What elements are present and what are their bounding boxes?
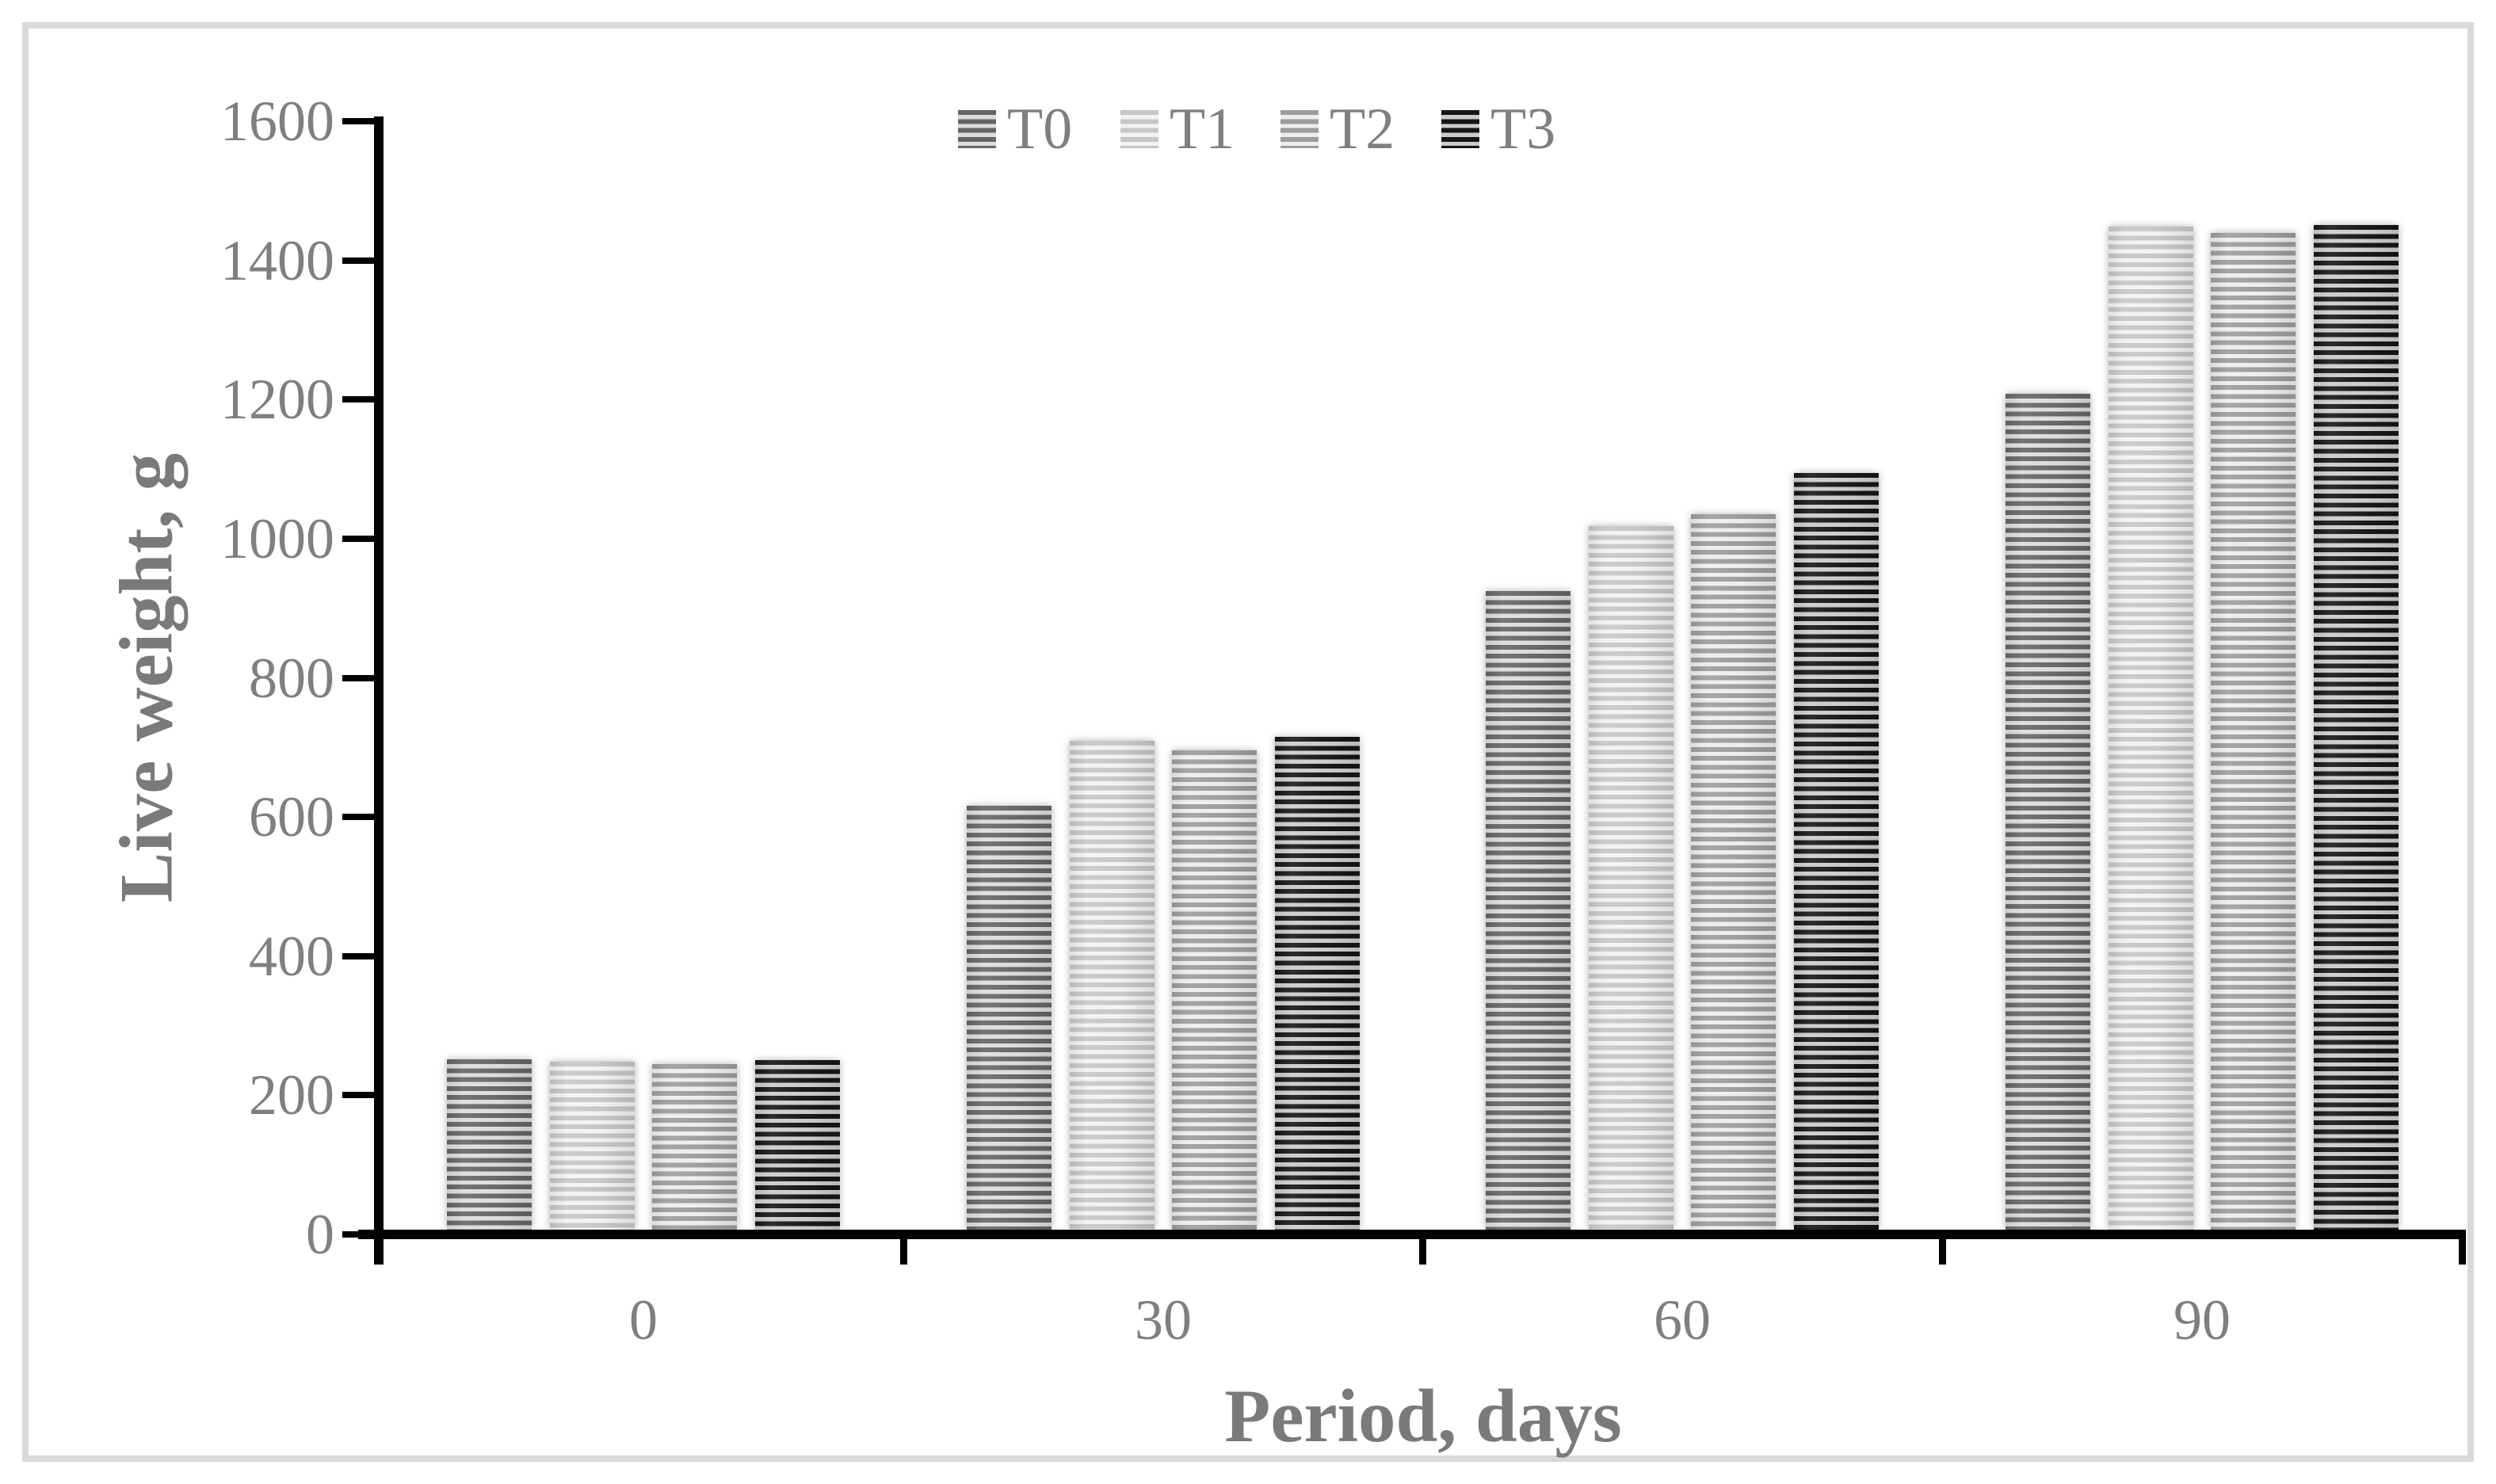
legend-chip-T2	[1280, 110, 1319, 148]
y-tick-label: 800	[249, 646, 334, 710]
bar-T3-day30	[1275, 737, 1361, 1230]
legend-chip-T0	[958, 110, 996, 148]
y-tick-mark	[342, 674, 374, 681]
bar-T0-day30	[967, 806, 1051, 1230]
x-tick-mark	[1419, 1239, 1426, 1265]
y-tick-label: 400	[249, 924, 334, 988]
bar-T0-day0	[447, 1059, 532, 1230]
legend-label-T0: T0	[1007, 97, 1073, 162]
x-category-label: 90	[2174, 1288, 2231, 1352]
bar-T2-day90	[2211, 232, 2296, 1230]
bar-T3-day0	[755, 1059, 841, 1230]
x-tick-mark	[1938, 1239, 1946, 1265]
bar-T2-day0	[652, 1064, 738, 1230]
bar-T1-day30	[1069, 740, 1154, 1230]
legend-label-T3: T3	[1490, 97, 1556, 162]
y-tick-label: 1600	[220, 90, 334, 154]
legend-label-T1: T1	[1170, 97, 1235, 162]
x-category-label: 30	[1135, 1288, 1192, 1352]
y-tick-mark	[342, 536, 374, 542]
y-tick-mark	[342, 1231, 374, 1238]
y-tick-mark	[342, 396, 374, 403]
y-tick-label: 0	[306, 1203, 334, 1266]
y-tick-mark	[342, 257, 374, 264]
legend-label-T2: T2	[1330, 97, 1395, 162]
bar-T1-day90	[2108, 226, 2193, 1230]
bar-T1-day0	[549, 1062, 635, 1230]
y-tick-label: 1200	[220, 368, 334, 432]
x-category-label: 60	[1654, 1288, 1711, 1352]
bar-T3-day90	[2314, 225, 2399, 1230]
y-tick-mark	[342, 1092, 374, 1099]
bar-T2-day30	[1172, 750, 1258, 1230]
legend-chip-T3	[1441, 110, 1479, 148]
bar-T1-day60	[1588, 526, 1674, 1230]
x-axis-title: Period, days	[1224, 1374, 1622, 1458]
y-tick-mark	[342, 118, 374, 125]
x-tick-mark	[2458, 1239, 2466, 1265]
x-category-label: 0	[629, 1288, 658, 1352]
y-tick-label: 1400	[220, 228, 334, 292]
bar-T0-day60	[1486, 590, 1570, 1230]
bar-T0-day90	[2006, 393, 2090, 1230]
y-tick-label: 600	[249, 785, 334, 849]
bar-T3-day60	[1794, 472, 1880, 1230]
bar-T2-day60	[1691, 514, 1777, 1230]
x-tick-mark	[899, 1239, 907, 1265]
legend-chip-T1	[1120, 110, 1158, 148]
y-tick-label: 1000	[220, 507, 334, 570]
figure-border	[22, 22, 2474, 1462]
x-axis-line	[358, 1230, 2466, 1239]
y-tick-mark	[342, 952, 374, 959]
y-axis-line	[374, 116, 384, 1265]
y-tick-label: 200	[249, 1063, 334, 1127]
y-tick-mark	[342, 814, 374, 821]
